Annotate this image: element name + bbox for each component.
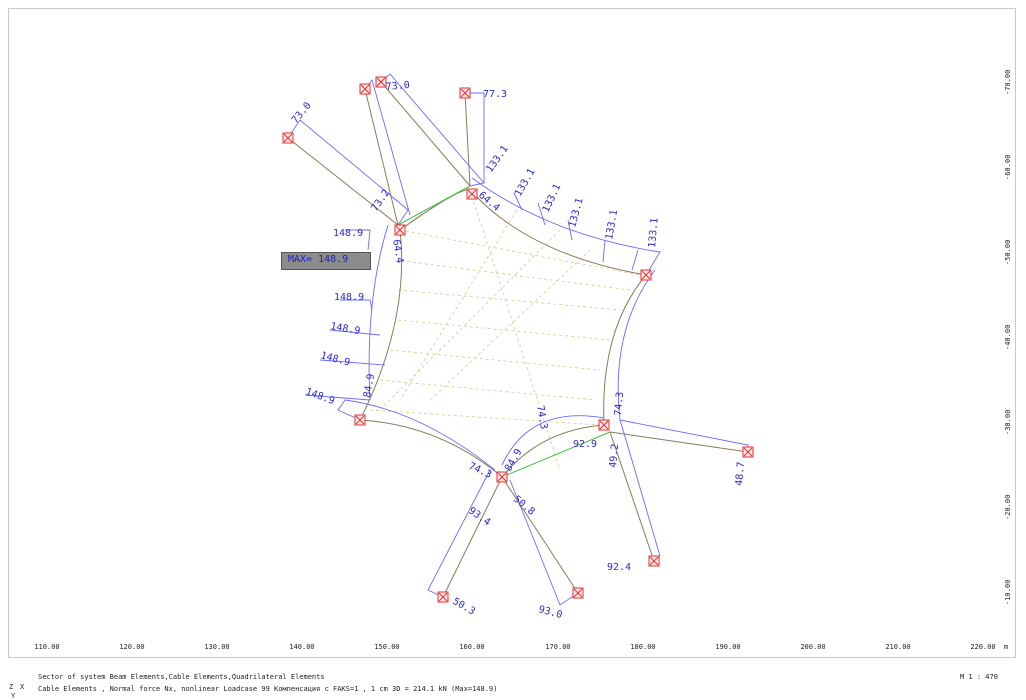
y-tick: -60.00	[1004, 155, 1012, 180]
force-label: 148.9	[333, 228, 363, 239]
force-label: 133.1	[541, 182, 564, 214]
scale-label: M 1 : 470	[960, 673, 998, 681]
node	[573, 588, 583, 598]
node	[649, 556, 659, 566]
footer-line-2: Cable Elements , Normal force Nx, nonlin…	[38, 685, 497, 693]
y-tick: -30.00	[1004, 410, 1012, 435]
force-label: 93.4	[466, 505, 492, 528]
x-tick: 200.00	[793, 643, 833, 651]
force-labels: 73.0 73.0 77.3 133.1 133.1 133.1 133.1 1…	[290, 80, 747, 621]
axis-indicator-y: Y	[11, 692, 15, 700]
max-label: MAX= 148.9	[288, 254, 348, 265]
node	[497, 472, 507, 482]
node	[438, 592, 448, 602]
node	[460, 88, 470, 98]
x-tick: 220.00	[963, 643, 1003, 651]
force-label: 73.0	[385, 80, 410, 93]
x-tick: 120.00	[112, 643, 152, 651]
force-label: 133.1	[647, 217, 661, 248]
y-tick: -40.00	[1004, 325, 1012, 350]
node	[395, 225, 405, 235]
node	[743, 447, 753, 457]
force-label: 48.7	[734, 461, 747, 486]
force-label: 148.9	[329, 321, 361, 337]
unit-label: m	[999, 643, 1013, 651]
x-tick: 170.00	[538, 643, 578, 651]
x-tick: 180.00	[623, 643, 663, 651]
y-tick: -10.00	[1004, 580, 1012, 605]
force-label: 93.0	[537, 604, 563, 621]
axis-indicator-x: X	[20, 683, 24, 691]
x-tick: 130.00	[197, 643, 237, 651]
node	[360, 84, 370, 94]
force-label: 84.9	[362, 373, 377, 399]
y-tick: -20.00	[1004, 495, 1012, 520]
force-label: 133.1	[513, 167, 538, 199]
green-cables	[398, 186, 610, 477]
node	[641, 270, 651, 280]
node	[283, 133, 293, 143]
y-tick: -50.00	[1004, 240, 1012, 265]
force-label: 148.9	[304, 386, 336, 407]
footer-line-1: Sector of system Beam Elements,Cable Ele…	[38, 673, 325, 681]
x-tick: 140.00	[282, 643, 322, 651]
force-label: 92.4	[607, 562, 631, 573]
force-label: 73.2	[369, 188, 392, 214]
force-label: 133.1	[567, 197, 585, 229]
force-label: 50.3	[451, 596, 477, 618]
force-label: 64.4	[476, 190, 502, 214]
force-label: 77.3	[483, 89, 507, 100]
x-tick: 190.00	[708, 643, 748, 651]
force-label: 148.9	[319, 350, 351, 368]
force-label: 64.4	[390, 239, 405, 265]
x-tick: 110.00	[27, 643, 67, 651]
force-label: 92.9	[573, 439, 597, 450]
force-label: 74.3	[467, 461, 493, 481]
force-label: 133.1	[484, 144, 510, 175]
y-tick: -70.00	[1004, 70, 1012, 95]
force-label: 148.9	[334, 292, 364, 303]
x-tick: 150.00	[367, 643, 407, 651]
axis-indicator-z: Z	[9, 683, 13, 691]
node	[355, 415, 365, 425]
force-label: 84.9	[503, 447, 525, 473]
node	[599, 420, 609, 430]
x-tick: 160.00	[452, 643, 492, 651]
force-label: 133.1	[604, 209, 620, 241]
x-tick: 210.00	[878, 643, 918, 651]
force-label: 74.3	[613, 391, 626, 416]
force-label: 49.2	[608, 443, 621, 468]
